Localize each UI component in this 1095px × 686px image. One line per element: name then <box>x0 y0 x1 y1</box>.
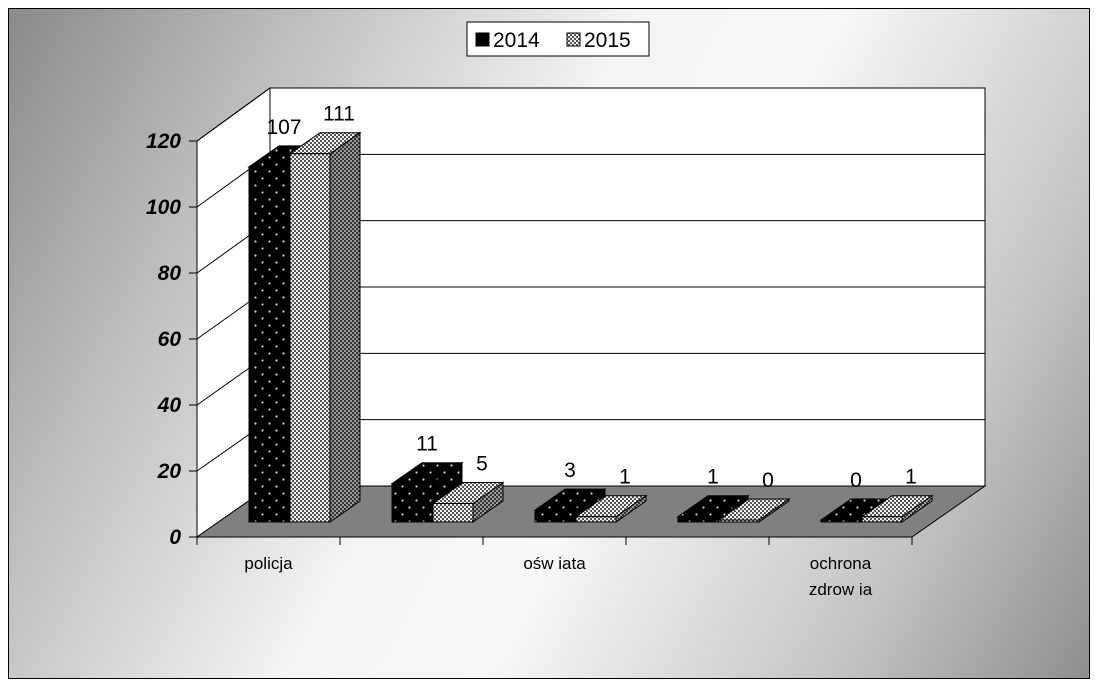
bar-front <box>391 483 433 523</box>
bar-front <box>677 516 719 523</box>
data-label: 0 <box>762 469 774 492</box>
x-tick-label: zdrow ia <box>809 580 873 599</box>
bar-front <box>248 166 290 523</box>
y-axis: 0 20 40 60 80 100 120 <box>146 130 198 549</box>
data-label: 11 <box>416 433 438 456</box>
x-tick-label: ochrona <box>810 554 872 573</box>
bar-2015-3 <box>574 494 648 523</box>
legend-box <box>466 21 650 57</box>
data-label: 1 <box>707 466 719 489</box>
y-tick-label: 0 <box>169 526 181 549</box>
bar-2015-1 <box>288 131 362 523</box>
data-label: 0 <box>850 469 862 492</box>
bar-front <box>861 516 903 523</box>
data-label: 3 <box>564 459 576 482</box>
y-tick-label: 80 <box>158 262 182 285</box>
y-tick-label: 40 <box>157 394 182 417</box>
x-axis: policja ośw iata ochrona zdrow ia <box>196 536 913 599</box>
legend-label-2015: 2015 <box>584 29 631 52</box>
legend-label-2014: 2014 <box>493 29 540 52</box>
bar-front <box>820 519 862 523</box>
y-tick-label: 20 <box>157 460 182 483</box>
bar-front <box>432 503 474 523</box>
bar-front <box>534 509 576 523</box>
y-tick-label: 120 <box>146 130 181 153</box>
bar-front <box>575 516 617 523</box>
bar-2015-5 <box>860 494 934 523</box>
gridlines <box>196 87 985 472</box>
data-label: 5 <box>476 453 488 476</box>
legend-swatch-2014 <box>475 32 490 47</box>
x-tick-label: ośw iata <box>523 554 586 573</box>
data-label: 111 <box>323 103 355 126</box>
bar-front <box>718 519 760 523</box>
gridline-side <box>196 87 271 142</box>
bar-side <box>329 131 361 523</box>
bars <box>247 131 934 523</box>
data-label: 107 <box>266 116 301 139</box>
legend-swatch-2015 <box>566 32 581 47</box>
bar-2015-4 <box>717 498 791 523</box>
data-label: 1 <box>905 466 917 489</box>
bar-front <box>289 153 331 523</box>
y-tick-label: 60 <box>158 328 182 351</box>
bar-2015-2 <box>431 481 505 523</box>
y-tick-label: 100 <box>146 196 181 219</box>
data-label: 1 <box>619 466 631 489</box>
legend: 2014 2015 <box>466 21 650 57</box>
x-tick-label: policja <box>244 554 293 573</box>
